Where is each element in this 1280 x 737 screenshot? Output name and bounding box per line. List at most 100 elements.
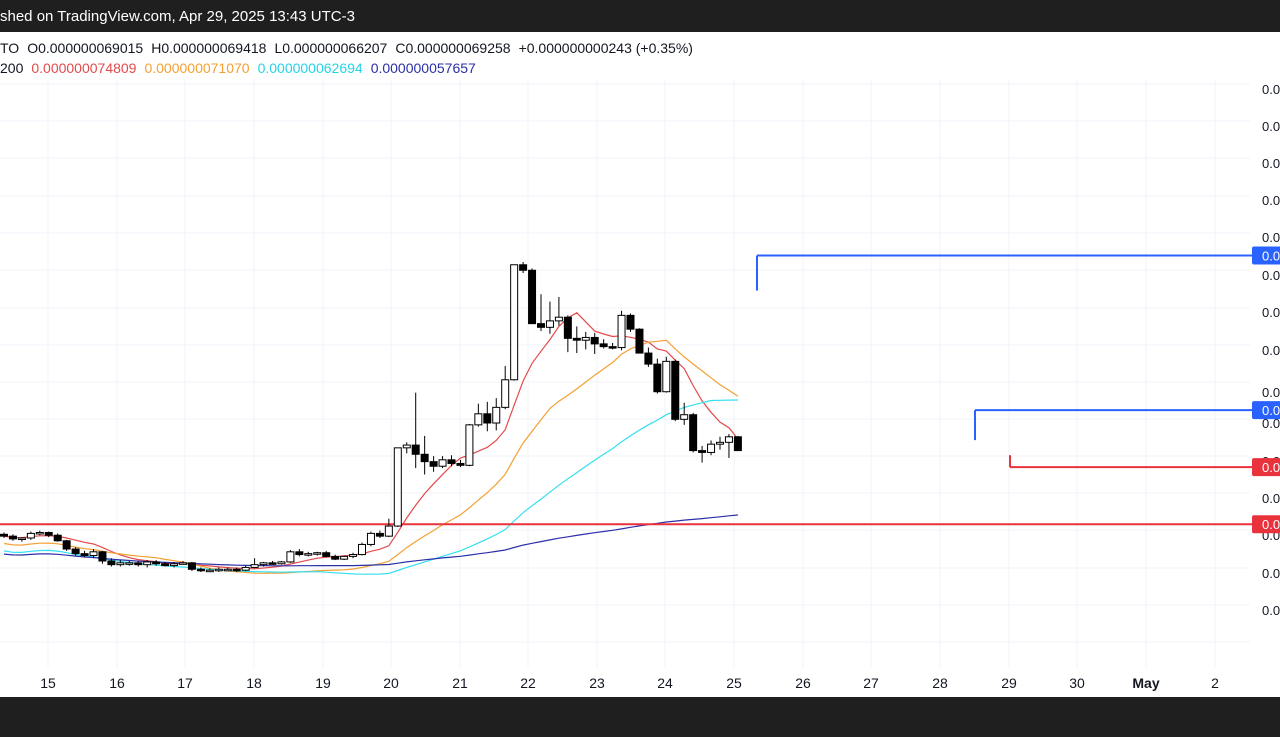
candle-body (0, 533, 8, 537)
time-axis-label: 17 (177, 675, 193, 691)
candle (187, 561, 196, 572)
candle (402, 442, 411, 454)
candle-body (134, 562, 143, 566)
candle (519, 262, 528, 274)
candle-body (232, 568, 241, 572)
candle-body (349, 554, 358, 557)
candle (626, 313, 635, 332)
price-axis-label: 0.0 (1262, 491, 1280, 506)
candle-body (698, 450, 707, 453)
candle-body (116, 562, 125, 566)
candle (429, 456, 438, 472)
candle (465, 423, 474, 467)
candle (35, 530, 44, 536)
candle-body (358, 543, 366, 556)
ma-red-value: 0.000000074809 (31, 60, 137, 76)
candle-body (617, 314, 626, 349)
time-axis-label: 23 (589, 675, 605, 691)
ma-legend: 200 0.000000074809 0.000000071070 0.0000000… (0, 60, 484, 76)
candle-body (716, 441, 724, 445)
candle-body (179, 562, 187, 565)
candle (0, 532, 8, 538)
candle (241, 565, 250, 572)
ma-cyan-value: 0.000000062694 (257, 60, 363, 76)
candle-body (268, 562, 277, 565)
price-tag-bg (1252, 458, 1280, 477)
candle (304, 551, 313, 557)
candle (143, 560, 152, 568)
price-tag: 0.0 (1252, 515, 1280, 534)
candle-body (429, 461, 438, 467)
price-tag: 0.0 (1252, 458, 1280, 477)
moving-average-line (3, 514, 738, 567)
candle-body (644, 352, 653, 365)
candle (116, 560, 125, 567)
candle-body (626, 314, 635, 330)
time-axis-label: 28 (932, 675, 948, 691)
candle-body (277, 561, 286, 565)
price-tag-label: 0.0 (1262, 460, 1280, 475)
moving-averages (3, 312, 739, 575)
candle-body (331, 555, 340, 560)
candle (214, 567, 223, 573)
chart-grid (0, 80, 1250, 668)
candle-body (680, 414, 689, 420)
candle (733, 435, 742, 452)
symbol-label[interactable]: TO (0, 40, 20, 56)
candle (501, 365, 510, 410)
candle (644, 347, 653, 367)
candle (71, 547, 80, 556)
ma-label[interactable]: 200 (0, 60, 24, 76)
price-tag-label: 0.0 (1262, 403, 1280, 418)
candle-body (572, 337, 581, 341)
price-axis-bg (1252, 32, 1280, 697)
candle-body (545, 320, 554, 328)
candle (53, 533, 62, 542)
horizontal-levels (0, 254, 1252, 526)
candle (581, 331, 590, 350)
candles (0, 262, 742, 573)
candle (268, 561, 277, 565)
candle-body (62, 540, 71, 550)
time-axis-label: 16 (109, 675, 125, 691)
time-axis-label: 25 (726, 675, 742, 691)
candle-body (456, 462, 465, 466)
candle (331, 554, 340, 561)
candle (322, 550, 331, 558)
price-axis-label: 0.0 (1262, 119, 1280, 134)
price-tag-label: 0.0 (1262, 249, 1280, 264)
candle-body (411, 444, 420, 455)
price-tag-bg (1252, 401, 1280, 420)
time-axis-label: 18 (246, 675, 262, 691)
time-axis-label: 24 (657, 675, 673, 691)
bottom-bar (0, 697, 1280, 737)
candle (689, 412, 698, 453)
price-axis: 0.00.00.00.00.00.00.00.00.0030.00.00.00.… (1252, 32, 1280, 697)
time-axis-label: 15 (40, 675, 56, 691)
candle (474, 403, 483, 427)
candle (572, 326, 581, 354)
candle (196, 567, 205, 573)
time-axis-label: 30 (1069, 675, 1085, 691)
candle (393, 447, 402, 527)
candle (125, 561, 134, 566)
candle-body (653, 363, 662, 393)
candle-body (375, 532, 384, 537)
price-tag: 0.0 (1252, 246, 1280, 265)
candle (698, 446, 707, 463)
price-axis-label: 0.0 (1262, 268, 1280, 283)
candle-body (53, 534, 62, 542)
candle-body (71, 548, 80, 555)
candle-body (608, 346, 617, 349)
candle (510, 264, 519, 381)
candle-body (554, 316, 563, 322)
price-axis-label: 0.0 (1262, 230, 1280, 245)
moving-average-line (3, 312, 739, 570)
candle (563, 315, 572, 353)
candle-body (214, 568, 223, 572)
candle (716, 436, 724, 450)
candle-body (733, 436, 742, 452)
candle-body (581, 336, 590, 341)
candle-body (125, 562, 134, 565)
